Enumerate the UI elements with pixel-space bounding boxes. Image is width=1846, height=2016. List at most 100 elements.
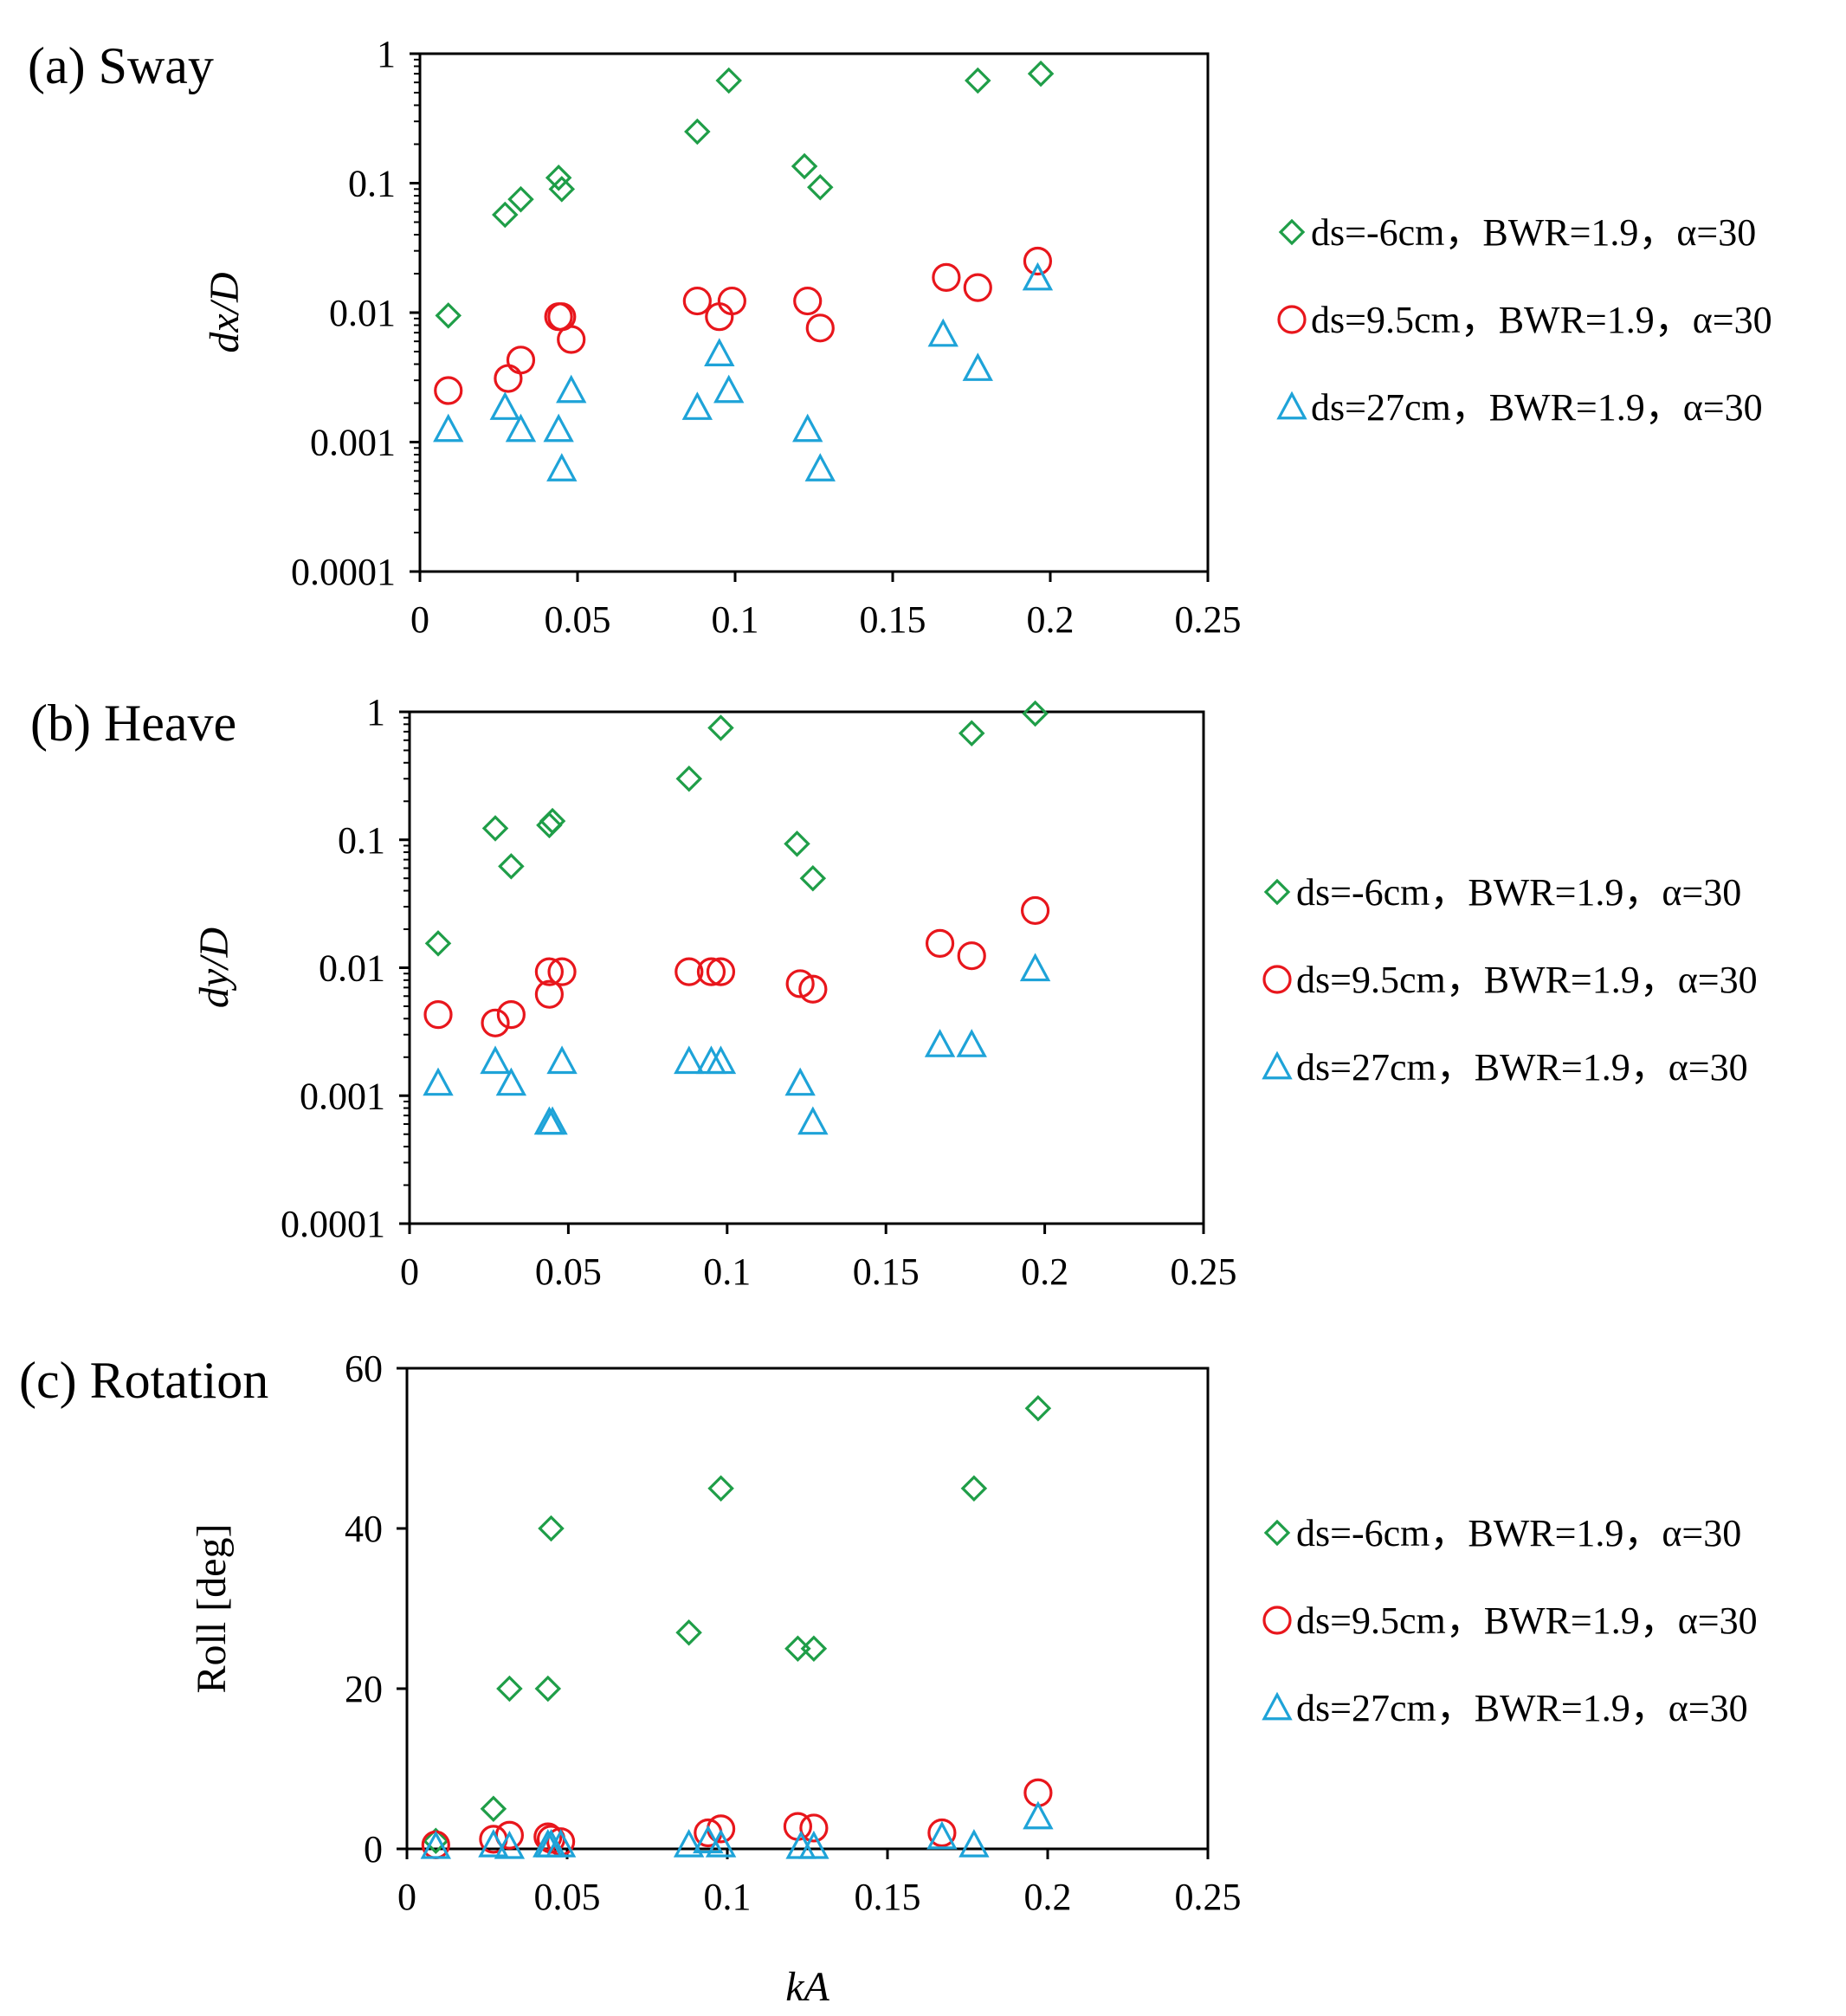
y-tick-label: 1 [366, 691, 385, 733]
data-point-triangle [423, 1067, 454, 1096]
data-point-diamond [496, 1675, 523, 1703]
data-point-circle [674, 957, 704, 986]
data-point-diamond [791, 152, 818, 180]
data-point-diamond [539, 807, 566, 835]
x-tick-label: 0 [400, 1250, 419, 1293]
data-point-diamond [1024, 1394, 1052, 1422]
legend-marker-triangle [1276, 391, 1307, 420]
x-tick-label: 0.05 [545, 598, 611, 641]
data-point-triangle [478, 1829, 509, 1858]
data-point-diamond [800, 1635, 828, 1663]
data-point-diamond [707, 1475, 734, 1502]
x-tick-label: 0.15 [853, 1250, 920, 1293]
data-point-circle [1020, 895, 1050, 926]
x-axis-label: kA [785, 1964, 829, 2010]
series-2-points [433, 262, 1054, 481]
data-point-circle [434, 376, 463, 405]
x-tick-label: 0 [410, 598, 429, 641]
data-point-diamond [480, 1795, 507, 1823]
legend-label: ds=27cm，BWR=1.9，α=30 [1311, 386, 1763, 429]
data-point-triangle [958, 1829, 990, 1858]
x-tick-label: 0.1 [703, 1250, 751, 1293]
x-tick-label: 0.15 [855, 1876, 921, 1918]
data-point-triangle [674, 1045, 705, 1075]
data-point-diamond [545, 165, 572, 191]
data-point-diamond [1022, 700, 1049, 727]
data-point-circle [798, 974, 828, 1004]
panel-label: (a) Sway [28, 37, 214, 94]
legend: ds=-6cm，BWR=1.9，α=30 ds=9.5cm，BWR=1.9，α=3… [1262, 1512, 1758, 1729]
legend-marker-circle [1262, 965, 1292, 994]
x-tick-label: 0.05 [535, 1250, 602, 1293]
legend-label: ds=-6cm，BWR=1.9，α=30 [1296, 1512, 1741, 1554]
data-point-triangle [927, 318, 958, 347]
data-point-circle [785, 969, 815, 998]
legend-marker-triangle [1262, 1691, 1293, 1721]
data-point-diamond [965, 67, 991, 94]
data-point-diamond [534, 1675, 562, 1703]
y-axis-label: dx/D [202, 272, 248, 352]
data-point-diamond [481, 815, 509, 842]
data-point-triangle [784, 1067, 816, 1096]
data-point-diamond [536, 811, 563, 839]
data-point-triangle [1022, 262, 1054, 291]
series-1-points [423, 895, 1050, 1037]
x-tick-label: 0.25 [1175, 598, 1242, 641]
legend: ds=-6cm，BWR=1.9，α=30 ds=9.5cm，BWR=1.9，α=3… [1276, 211, 1772, 429]
data-point-circle [706, 957, 736, 986]
data-point-circle [799, 1813, 829, 1843]
legend-label: ds=27cm，BWR=1.9，α=30 [1296, 1687, 1748, 1729]
data-point-circle [963, 273, 992, 302]
y-tick-label: 0.001 [300, 1075, 385, 1117]
legend-label: ds=9.5cm，BWR=1.9，α=30 [1296, 1599, 1758, 1642]
data-point-triangle [704, 338, 735, 367]
legend-label: ds=9.5cm，BWR=1.9，α=30 [1311, 299, 1772, 341]
y-tick-label: 0.1 [348, 163, 396, 205]
data-point-triangle [804, 453, 836, 481]
x-tick-label: 0.2 [1024, 1876, 1072, 1918]
legend-label: ds=-6cm，BWR=1.9，α=30 [1311, 211, 1756, 254]
series-1-points [434, 246, 1053, 405]
data-point-circle [557, 325, 586, 354]
data-point-circle [696, 957, 726, 986]
series-0-points [423, 1394, 1052, 1855]
data-point-triangle [673, 1829, 705, 1858]
data-point-triangle [543, 413, 574, 443]
data-point-triangle [962, 352, 993, 381]
data-point-diamond [807, 173, 834, 201]
x-tick-label: 0.2 [1021, 1250, 1068, 1293]
y-tick-label: 0.001 [310, 422, 396, 464]
panel-label: (c) Rotation [19, 1352, 268, 1409]
y-tick-label: 0.01 [329, 292, 396, 334]
legend-marker-diamond [1278, 218, 1306, 246]
data-point-diamond [507, 185, 534, 213]
y-tick-label: 0.0001 [281, 1203, 385, 1245]
y-tick-label: 0.0001 [291, 551, 396, 593]
data-point-circle [682, 286, 712, 316]
data-point-triangle [705, 1829, 737, 1858]
data-point-diamond [707, 714, 734, 741]
panel-rotation: 0 0.05 0.1 0.15 0.2 0.25 0 20 40 60 (c) Rotation Ro… [19, 1347, 1758, 2010]
panel-sway: 0 0.05 0.1 0.15 0.2 0.25 0.0001 0.001 0.01 0.1 1 (a… [28, 33, 1772, 641]
series-0-points [424, 700, 1049, 957]
data-point-triangle [1023, 1800, 1054, 1830]
data-point-diamond [784, 1635, 811, 1663]
data-point-triangle [433, 413, 464, 443]
data-point-circle [932, 262, 961, 292]
data-point-triangle [420, 1830, 451, 1859]
data-point-triangle [797, 1106, 829, 1135]
legend: ds=-6cm，BWR=1.9，α=30 ds=9.5cm，BWR=1.9，α=3… [1262, 871, 1758, 1089]
data-point-triangle [924, 1029, 956, 1057]
series-2-points [423, 953, 1051, 1135]
data-point-circle [506, 346, 536, 375]
data-point-circle [805, 313, 835, 343]
plot-area-frame [405, 1367, 1210, 1851]
x-tick-label: 0.1 [712, 598, 759, 641]
series-1-points [421, 1778, 1053, 1859]
series-2-points [420, 1800, 1054, 1859]
data-point-diamond [960, 1475, 988, 1502]
data-point-diamond [423, 1827, 449, 1855]
data-point-circle [927, 1818, 957, 1848]
data-point-diamond [784, 830, 810, 857]
legend-marker-diamond [1263, 1519, 1291, 1547]
